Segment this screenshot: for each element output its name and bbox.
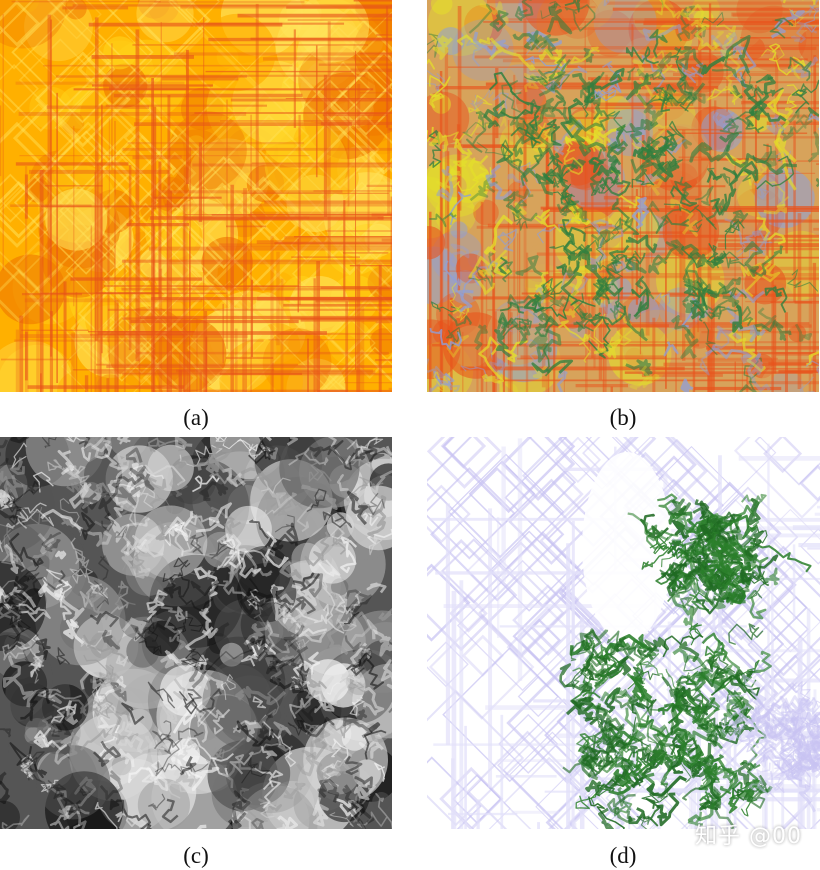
panel-d-image (427, 437, 820, 829)
watermark-text: 知乎 @00 (695, 824, 802, 849)
panel-b-texture (427, 0, 819, 392)
panel-c-texture (0, 437, 392, 829)
panel-d-texture (427, 437, 820, 829)
panel-a-texture (0, 0, 392, 392)
panel-b-image (427, 0, 819, 392)
caption-d: (d) (609, 843, 637, 868)
panel-c-image (0, 437, 392, 829)
panel-a-image (0, 0, 392, 392)
caption-c: (c) (183, 843, 209, 868)
caption-a: (a) (183, 405, 209, 430)
caption-b: (b) (609, 405, 637, 430)
